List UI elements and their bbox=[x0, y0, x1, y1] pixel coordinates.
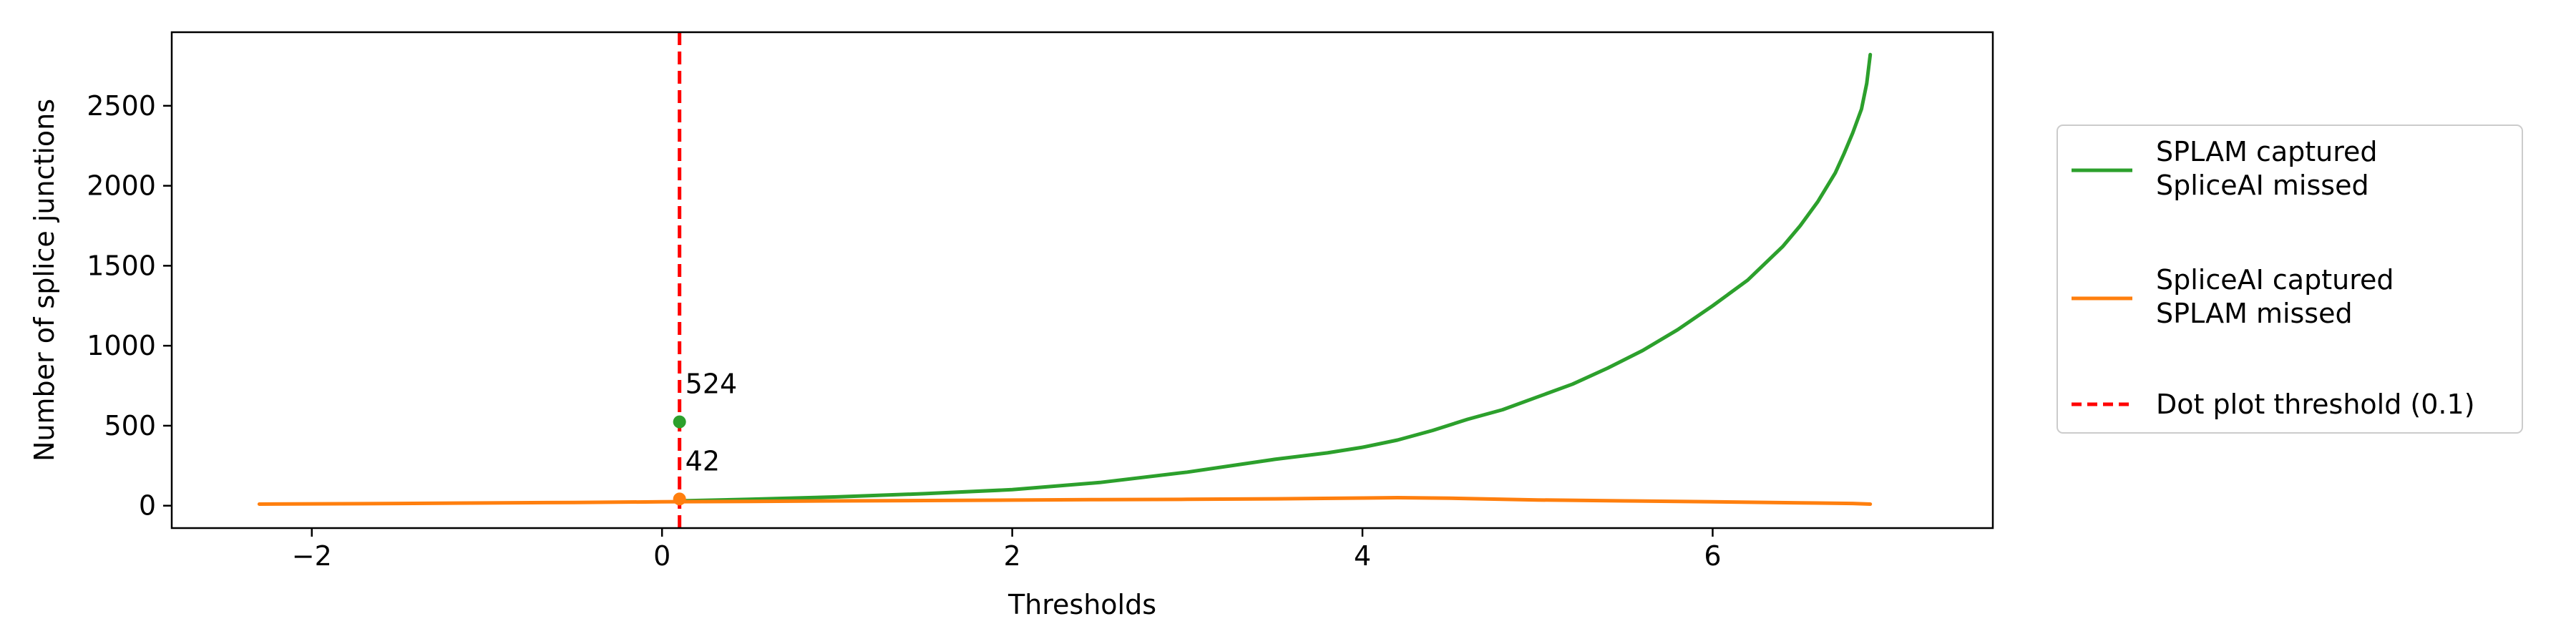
legend-label-spliceai-line1: SpliceAI captured bbox=[2156, 264, 2394, 296]
x-tick-label: 2 bbox=[1004, 540, 1021, 572]
y-tick-label: 500 bbox=[104, 410, 156, 441]
x-tick-label: 4 bbox=[1354, 540, 1371, 572]
y-tick-label: 1000 bbox=[87, 330, 156, 361]
legend-label-spliceai: SpliceAI captured SPLAM missed bbox=[2156, 264, 2403, 329]
series-line-1 bbox=[257, 496, 1873, 506]
axis-layer: −2 0 2 4 6 0 500 1000 1500 2000 2500 bbox=[87, 90, 1721, 572]
series-line-0 bbox=[678, 52, 1873, 503]
x-tick-label: −2 bbox=[292, 540, 332, 572]
y-tick-label: 2500 bbox=[87, 90, 156, 122]
y-axis-label: Number of splice junctions bbox=[29, 99, 60, 462]
legend-label-splam-line2: SpliceAI missed bbox=[2156, 170, 2369, 201]
x-tick-label: 6 bbox=[1704, 540, 1721, 572]
plot-layer: 524 42 bbox=[257, 32, 1873, 528]
annotation-label-524: 524 bbox=[686, 369, 738, 400]
legend-label-splam-line1: SPLAM captured bbox=[2156, 136, 2378, 167]
y-tick-label: 1500 bbox=[87, 250, 156, 281]
annotation-marker-524 bbox=[673, 415, 686, 429]
x-tick-label: 0 bbox=[653, 540, 670, 572]
legend-label-splam: SPLAM captured SpliceAI missed bbox=[2156, 136, 2386, 201]
legend-label-threshold: Dot plot threshold (0.1) bbox=[2156, 389, 2475, 420]
annotation-marker-42 bbox=[673, 492, 686, 506]
y-tick-label: 2000 bbox=[87, 170, 156, 202]
y-tick-label: 0 bbox=[139, 490, 156, 522]
legend-box bbox=[2057, 125, 2523, 434]
legend: SPLAM captured SpliceAI missed SpliceAI … bbox=[2057, 125, 2523, 434]
annotation-label-42: 42 bbox=[686, 445, 720, 477]
legend-label-spliceai-line2: SPLAM missed bbox=[2156, 298, 2353, 329]
plot-frame bbox=[170, 31, 1994, 530]
x-axis-label: Thresholds bbox=[1008, 589, 1156, 620]
